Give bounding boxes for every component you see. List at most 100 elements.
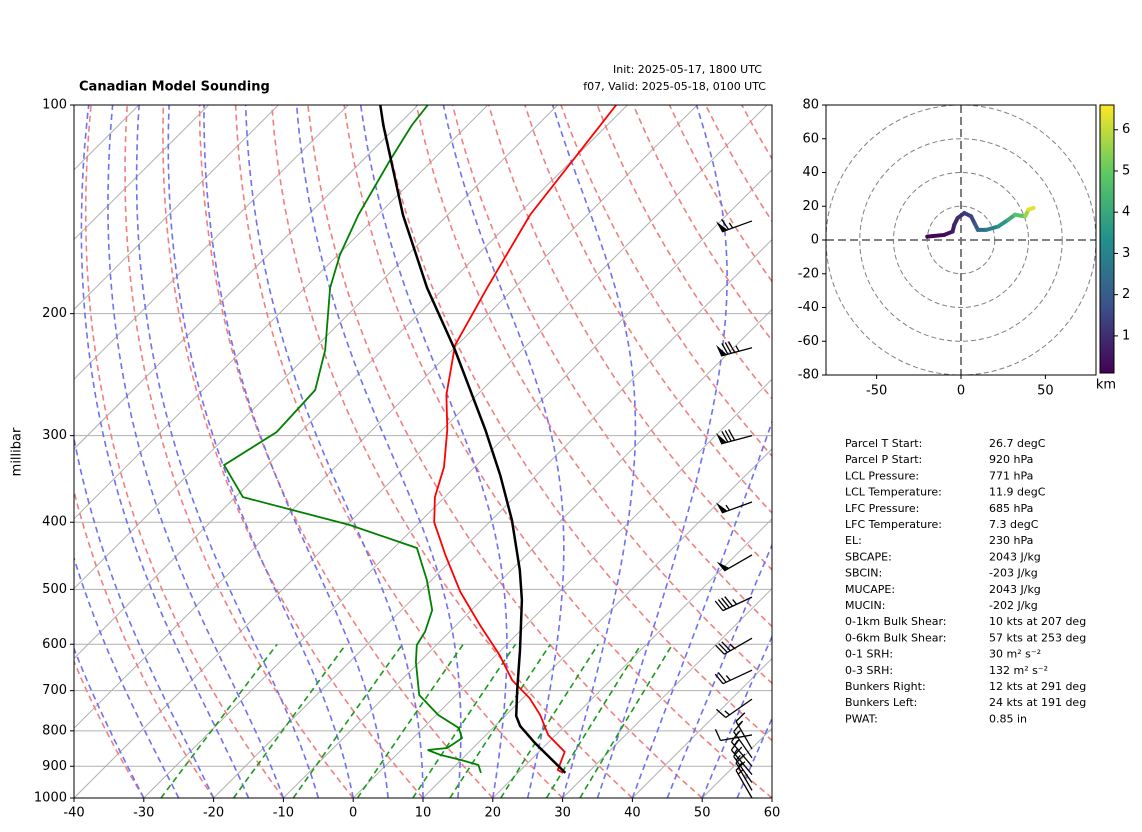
barb-half <box>725 675 731 681</box>
moist-adiabat <box>701 634 772 798</box>
barb-feather <box>735 761 746 771</box>
parameter-value: 230 hPa <box>989 534 1033 547</box>
barb-feather <box>721 343 729 355</box>
barb-half <box>729 643 735 649</box>
y-tick-label: 300 <box>42 428 67 443</box>
barb-feather <box>721 218 730 230</box>
y-tick-label: 900 <box>42 759 67 774</box>
x-tick-label: -20 <box>203 806 224 821</box>
parameter-value: 10 kts at 207 deg <box>989 615 1086 628</box>
y-tick-label: 40 <box>802 165 819 180</box>
profile-line <box>222 105 482 774</box>
barb-half <box>728 222 734 229</box>
parameter-value: 12 kts at 291 deg <box>989 680 1086 693</box>
valid-text: f07, Valid: 2025-05-18, 0100 UTC <box>583 80 766 93</box>
barb-feather <box>735 753 746 764</box>
barb-half <box>737 761 744 768</box>
mixing-ratio-line <box>160 643 278 798</box>
barb-feather <box>716 708 727 718</box>
barb-staff <box>733 731 753 759</box>
y-tick-label: 1000 <box>34 791 67 806</box>
y-axis-label: millibar <box>10 427 25 476</box>
x-tick-label: 0 <box>349 806 357 821</box>
moist-adiabat <box>135 105 320 798</box>
parameter-value: 771 hPa <box>989 469 1033 482</box>
wind-barb <box>716 429 753 445</box>
parameter-label: Bunkers Right: <box>845 680 926 693</box>
parameter-label: Parcel T Start: <box>845 437 922 450</box>
barb-feather <box>714 600 724 612</box>
parameter-label: MUCIN: <box>845 599 885 612</box>
y-tick-label: 200 <box>42 306 67 321</box>
parameter-value: 920 hPa <box>989 453 1033 466</box>
barb-staff <box>720 347 753 357</box>
barb-feather <box>714 673 724 685</box>
moist-adiabat <box>736 716 772 798</box>
profile-line <box>379 105 567 774</box>
wind-barb <box>714 728 753 742</box>
profiles <box>222 105 617 774</box>
parameter-value: -202 J/kg <box>989 599 1038 612</box>
isotherm <box>632 657 772 798</box>
isotherm <box>74 105 209 241</box>
mixing-ratio-line <box>579 643 674 798</box>
moist-adiabat <box>80 105 250 798</box>
parameter-label: LFC Pressure: <box>845 502 919 515</box>
parameter-label: LFC Temperature: <box>845 518 942 531</box>
parameter-label: EL: <box>845 534 862 547</box>
x-tick-label: 50 <box>1037 384 1054 399</box>
wind-barb <box>733 746 753 783</box>
parameter-value: 2043 J/kg <box>989 583 1041 596</box>
barb-feather <box>733 721 743 733</box>
barb-feather <box>718 643 728 653</box>
barb-staff <box>720 435 753 445</box>
x-tick-label: 50 <box>694 806 711 821</box>
wind-barb <box>714 596 753 612</box>
dry-adiabat <box>124 105 354 798</box>
barb-feather <box>724 596 734 607</box>
moist-adiabat <box>442 105 565 798</box>
dry-adiabat <box>74 487 215 798</box>
parameter-label: LCL Temperature: <box>845 486 942 499</box>
parameter-label: SBCIN: <box>845 567 882 580</box>
mixing-ratio-line <box>449 643 552 798</box>
y-tick-label: 700 <box>42 683 67 698</box>
barb-flag <box>716 561 730 571</box>
y-tick-label: 100 <box>42 98 67 113</box>
moist-adiabat <box>167 105 354 798</box>
y-tick-label: 60 <box>802 131 819 146</box>
parameter-label: LCL Pressure: <box>845 469 919 482</box>
barb-flag <box>716 344 727 357</box>
mixing-ratio-line <box>232 643 347 798</box>
moist-adiabat <box>74 555 180 798</box>
parameter-value: 2043 J/kg <box>989 550 1041 563</box>
barb-staff <box>725 698 753 719</box>
y-tick-label: 500 <box>42 582 67 597</box>
x-tick-label: 40 <box>624 806 641 821</box>
parameter-label: MUCAPE: <box>845 583 895 596</box>
barb-feather <box>717 599 727 610</box>
x-tick-label: 20 <box>485 806 502 821</box>
isotherm <box>283 308 772 798</box>
barb-feather <box>717 672 727 683</box>
isotherm <box>74 105 628 660</box>
moist-adiabat <box>74 646 145 798</box>
mixing-ratio-line <box>356 643 464 798</box>
barb-feather <box>721 641 731 652</box>
isotherm <box>74 105 489 520</box>
x-tick-label: -30 <box>133 806 154 821</box>
isotherm <box>143 169 772 798</box>
isotherm <box>74 105 279 311</box>
moist-adiabat <box>74 434 215 798</box>
isotherm <box>74 105 768 798</box>
x-tick-label: 30 <box>554 806 571 821</box>
parameter-label: PWAT: <box>845 712 878 725</box>
wind-barb <box>716 698 753 719</box>
colorbar-label: km <box>1096 378 1116 393</box>
barb-staff <box>733 755 753 783</box>
colorbar-tick-label: 4 <box>1122 205 1130 220</box>
parameter-table: Parcel T Start: 26.7 degC Parcel P Start: 9… <box>845 437 1086 725</box>
init-text: Init: 2025-05-17, 1800 UTC <box>613 63 762 76</box>
barb-flag <box>715 221 728 232</box>
